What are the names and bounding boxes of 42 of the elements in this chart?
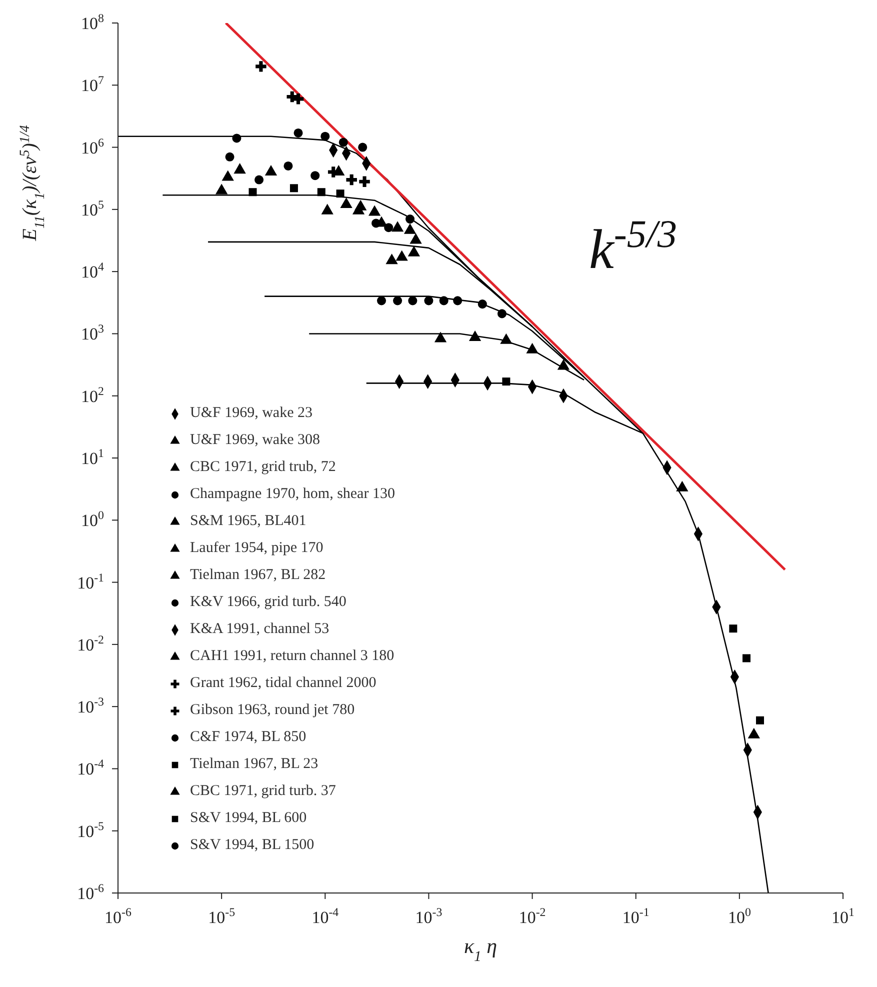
legend-label: U&F 1969, wake 23 xyxy=(190,404,312,423)
legend-label: Laufer 1954, pipe 170 xyxy=(190,539,324,558)
y-tick-label: 10$^{-6}$ xyxy=(77,881,104,903)
y-tick-label: 10$^{3}$ xyxy=(81,322,104,344)
y-tick-label: 10$^{5}$ xyxy=(81,197,104,220)
legend-label: S&V 1994, BL 600 xyxy=(190,809,307,828)
legend-label: CBC 1971, grid turb. 37 xyxy=(190,782,336,801)
x-tick-label: 10$^{0}$ xyxy=(728,905,751,927)
legend-label: CBC 1971, grid trub, 72 xyxy=(190,458,336,477)
legend-label: S&M 1965, BL401 xyxy=(190,512,306,531)
legend-label: K&V 1966, grid turb. 540 xyxy=(190,593,346,612)
x-tick-label: 10$^{-4}$ xyxy=(312,905,339,927)
x-tick-label: 10$^{-1}$ xyxy=(622,905,650,927)
y-tick-label: 10$^{2}$ xyxy=(81,384,104,406)
x-axis-title: κ$_{1}$ η xyxy=(464,934,498,965)
y-tick-label: 10$^{1}$ xyxy=(81,446,104,468)
legend-label: Grant 1962, tidal channel 2000 xyxy=(190,674,376,693)
y-tick-label: 10$^{6}$ xyxy=(81,135,104,158)
x-tick-label: 10$^{-6}$ xyxy=(104,905,132,927)
legend-label: Tielman 1967, BL 23 xyxy=(190,755,318,774)
legend-label: K&A 1991, channel 53 xyxy=(190,620,330,639)
legend-label: Gibson 1963, round jet 780 xyxy=(190,701,355,720)
legend-label: Champagne 1970, hom, shear 130 xyxy=(190,485,395,504)
y-tick-label: 10$^{-3}$ xyxy=(77,694,104,717)
annotation: k$^{-5/3}$ xyxy=(589,212,677,281)
legend-label: U&F 1969, wake 308 xyxy=(190,431,320,450)
y-tick-label: 10$^{-2}$ xyxy=(77,632,104,654)
x-tick-label: 10$^{-5}$ xyxy=(208,905,236,927)
legend-label: C&F 1974, BL 850 xyxy=(190,728,306,747)
x-tick-label: 10$^{-3}$ xyxy=(415,905,442,927)
legend-label: Tielman 1967, BL 282 xyxy=(190,566,326,585)
legend-label: CAH1 1991, return channel 3 180 xyxy=(190,647,394,666)
x-tick-label: 10$^{-2}$ xyxy=(518,905,546,927)
y-tick-label: 10$^{-1}$ xyxy=(77,570,104,592)
y-tick-label: 10$^{-4}$ xyxy=(77,756,104,779)
y-tick-label: 10$^{7}$ xyxy=(81,73,104,96)
y-tick-label: 10$^{8}$ xyxy=(81,11,104,33)
y-tick-label: 10$^{0}$ xyxy=(81,508,104,530)
legend-label: S&V 1994, BL 1500 xyxy=(190,836,314,855)
x-tick-label: 10$^{1}$ xyxy=(832,905,855,927)
y-tick-label: 10$^{-5}$ xyxy=(77,818,104,841)
y-tick-label: 10$^{4}$ xyxy=(81,260,104,282)
